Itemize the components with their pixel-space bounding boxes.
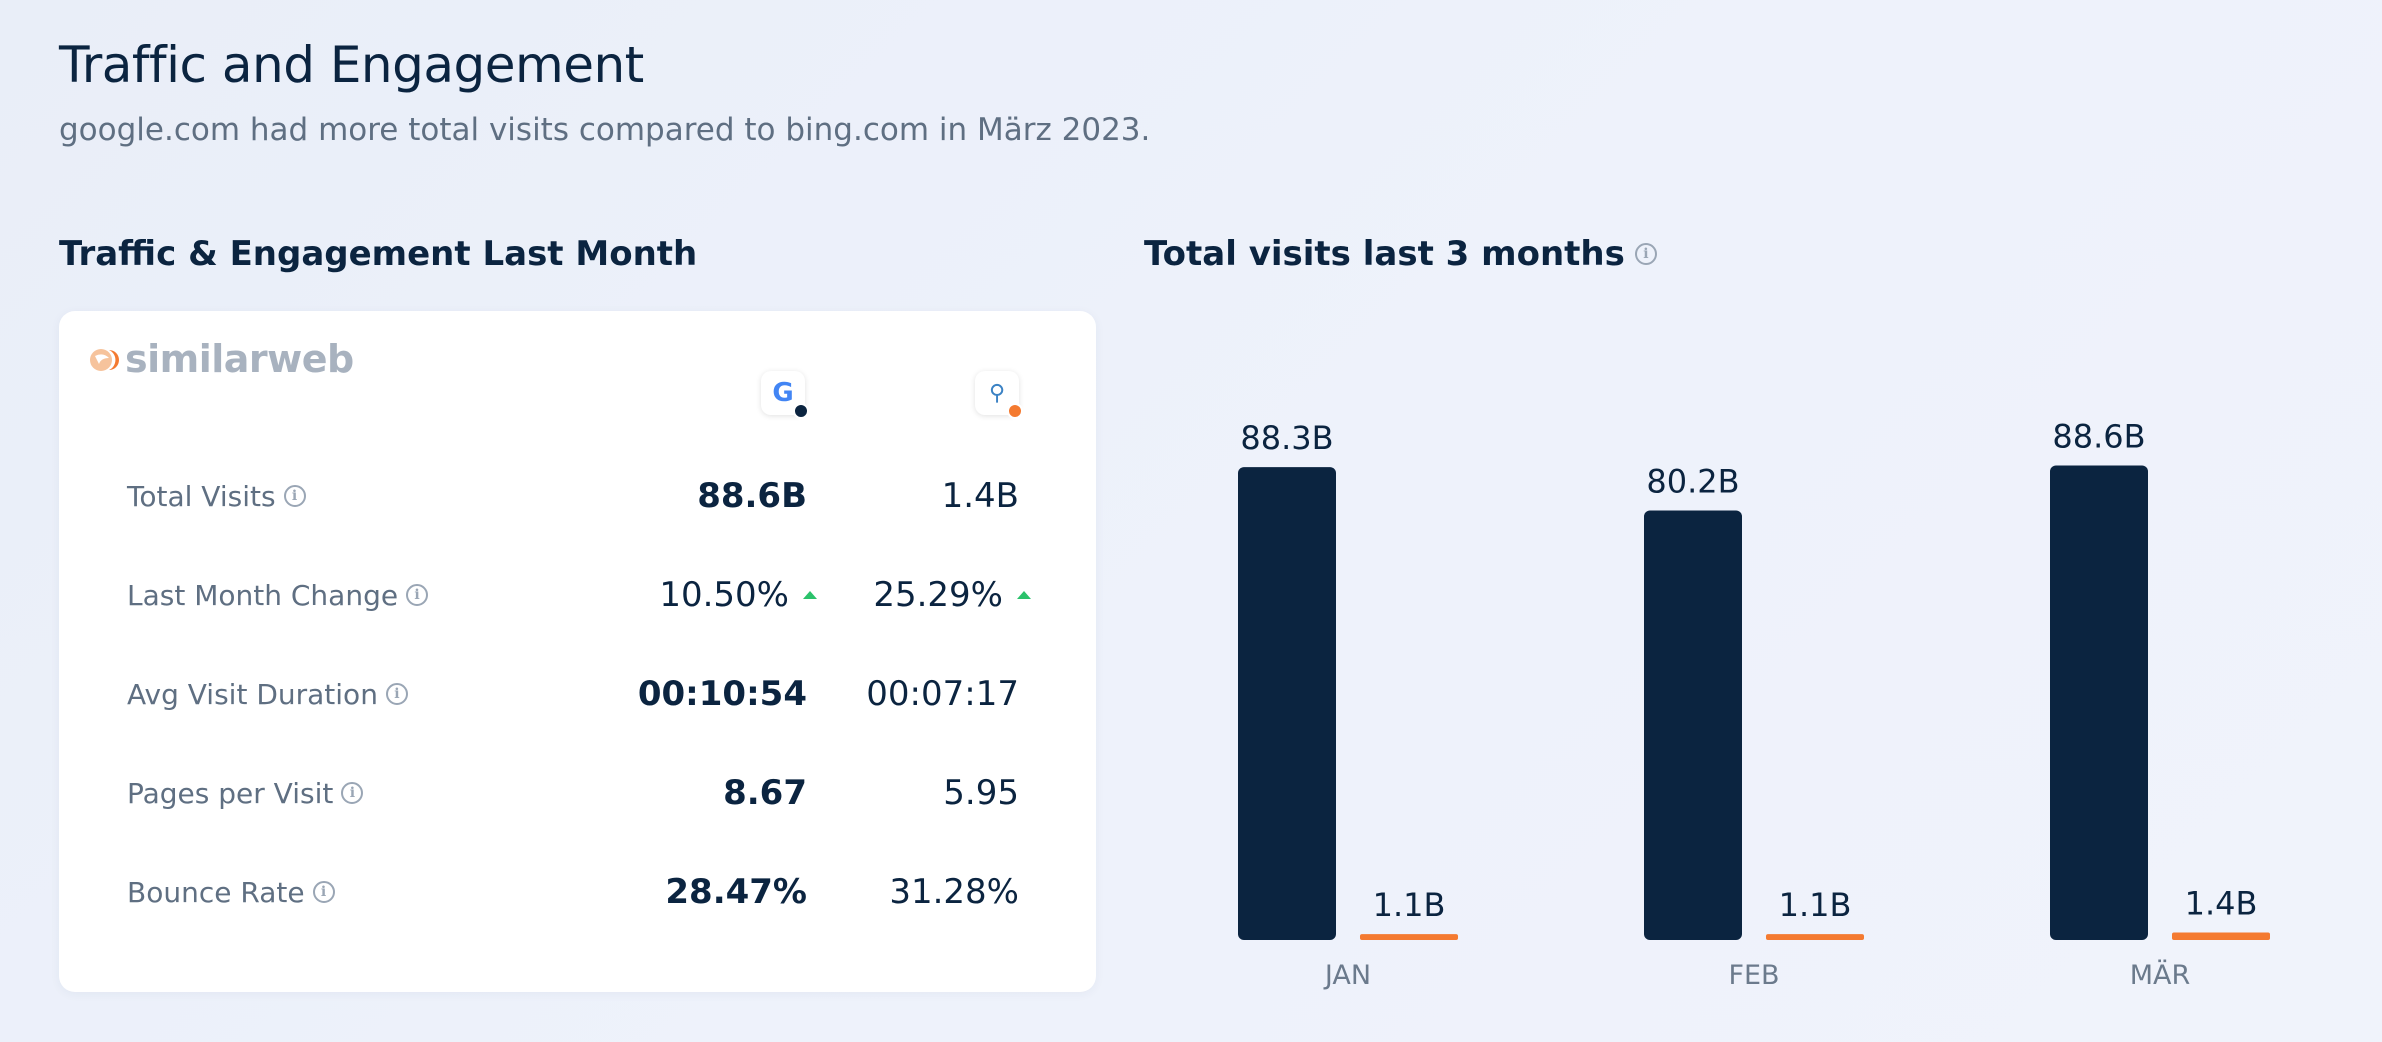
google-value: 28.47% [665, 872, 807, 912]
x-tick-label: JAN [1323, 960, 1371, 991]
metric-row-bounce-rate: Bounce Rate i 28.47% 31.28% [127, 862, 1087, 922]
page-subtitle: google.com had more total visits compare… [59, 112, 1151, 148]
bar-value-label: 80.2B [1646, 462, 1739, 500]
brand-logo: similarweb [89, 337, 354, 381]
bar-value-label: 1.4B [2185, 885, 2258, 923]
google-value: 10.50% [659, 575, 817, 615]
bing-value: 1.4B [941, 476, 1019, 516]
x-tick-label: MÄR [2130, 959, 2191, 991]
metric-label: Bounce Rate i [127, 876, 335, 909]
info-icon[interactable]: i [1634, 243, 1657, 265]
info-icon[interactable]: i [341, 782, 364, 804]
metric-label-text: Avg Visit Duration [127, 677, 378, 711]
google-letter: G [772, 378, 794, 408]
trend-up-icon [1017, 591, 1031, 599]
google-bar[interactable] [1238, 467, 1336, 940]
x-tick-label: FEB [1728, 960, 1779, 991]
bing-bar[interactable] [2172, 932, 2270, 940]
bar-value-label: 1.1B [1779, 886, 1852, 924]
bar-value-label: 88.6B [2052, 417, 2145, 455]
section-title-last-month: Traffic & Engagement Last Month [59, 234, 697, 274]
bing-bar[interactable] [1766, 934, 1864, 940]
bing-glyph: ⚲ [988, 380, 1006, 406]
metric-row-pages-per-visit: Pages per Visit i 8.67 5.95 [127, 763, 1087, 823]
metric-label-text: Last Month Change [127, 578, 399, 612]
metric-label: Pages per Visit i [127, 776, 364, 810]
bing-value: 00:07:17 [866, 674, 1019, 714]
metric-row-last-month-change: Last Month Change i 10.50% 25.29% [127, 565, 1087, 625]
metric-label-text: Bounce Rate [127, 875, 305, 909]
bing-search-icon[interactable]: ⚲ [975, 371, 1023, 419]
metric-row-avg-visit-duration: Avg Visit Duration i 00:10:54 00:07:17 [127, 664, 1087, 724]
bing-change-text: 25.29% [873, 575, 1003, 615]
bing-series-dot [1007, 403, 1023, 419]
google-series-dot [793, 403, 809, 419]
section-title-label: Total visits last 3 months [1144, 234, 1625, 274]
google-bar[interactable] [1644, 510, 1742, 940]
page-title: Traffic and Engagement [59, 36, 644, 94]
google-change-text: 10.50% [659, 575, 789, 615]
info-icon[interactable]: i [312, 881, 335, 903]
bar-value-label: 1.1B [1373, 886, 1446, 924]
similarweb-logo-icon [90, 349, 119, 371]
brand-name: similarweb [125, 337, 354, 381]
google-icon[interactable]: G [761, 371, 809, 419]
metric-label: Avg Visit Duration i [127, 678, 408, 711]
section-title-label: Traffic & Engagement Last Month [59, 234, 698, 274]
section-title-total-visits: Total visits last 3 months i [1144, 234, 1657, 274]
info-icon[interactable]: i [283, 485, 306, 507]
google-value: 00:10:54 [637, 674, 807, 714]
bing-value: 31.28% [889, 872, 1019, 912]
info-icon[interactable]: i [385, 683, 408, 705]
total-visits-bar-chart: 88.3B 1.1B JAN 80.2B 1.1B FEB 88.6B 1.4B MÄR [1238, 417, 2270, 991]
bar-value-label: 88.3B [1240, 419, 1333, 457]
metric-label-text: Total Visits [127, 479, 276, 513]
traffic-engagement-card: similarweb G ⚲ Total Visits i 88.6B 1.4B… [59, 311, 1096, 992]
metric-label: Last Month Change i [127, 578, 429, 612]
google-bar[interactable] [2050, 465, 2148, 940]
bing-bar[interactable] [1360, 934, 1458, 940]
bing-value: 5.95 [943, 773, 1019, 813]
metric-label: Total Visits i [127, 480, 306, 513]
info-icon[interactable]: i [406, 584, 429, 606]
metric-row-total-visits: Total Visits i 88.6B 1.4B [127, 466, 1087, 526]
metric-label-text: Pages per Visit [127, 776, 334, 810]
bing-value: 25.29% [873, 575, 1031, 615]
trend-up-icon [803, 591, 817, 599]
google-value: 88.6B [697, 476, 807, 516]
google-value: 8.67 [723, 773, 807, 813]
